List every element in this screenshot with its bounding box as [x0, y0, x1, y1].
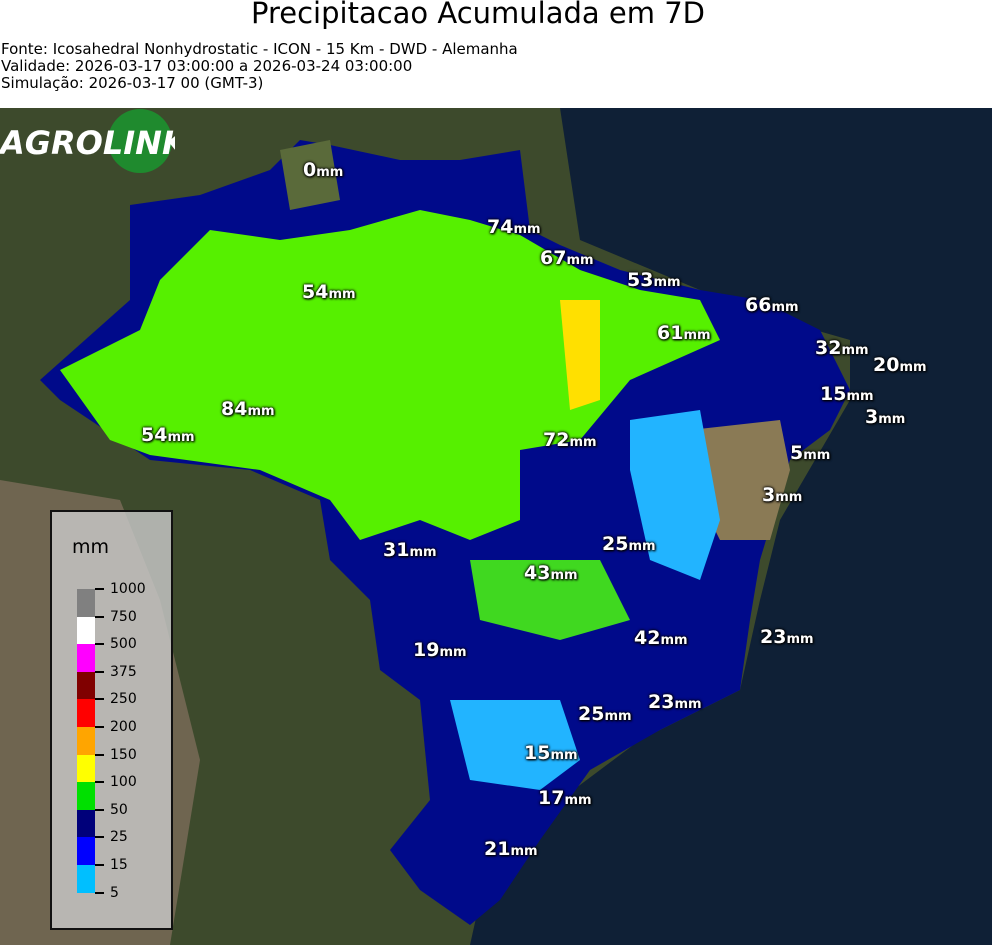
rain-label: 54mm: [141, 424, 195, 446]
colorbar-tick: [95, 726, 104, 728]
rain-label: 42mm: [634, 627, 688, 649]
colorbar-segment: [77, 727, 95, 755]
rain-label: 21mm: [484, 838, 538, 860]
colorbar-tick-label: 750: [110, 608, 137, 625]
validity-line: Validade: 2026-03-17 03:00:00 a 2026-03-…: [1, 57, 413, 75]
colorbar-tick-label: 375: [110, 663, 137, 680]
rain-label: 25mm: [602, 533, 656, 555]
colorbar-segment: [77, 809, 95, 838]
rain-label: 32mm: [815, 337, 869, 359]
colorbar-segment: [77, 865, 95, 893]
colorbar-tick: [95, 864, 104, 866]
colorbar-segment: [77, 644, 95, 672]
colorbar-segment: [77, 782, 95, 810]
rain-label: 17mm: [538, 787, 592, 809]
colorbar-tick-label: 15: [110, 857, 128, 873]
colorbar-tick-label: 50: [110, 801, 128, 818]
colorbar-tick-label: 500: [110, 636, 137, 653]
rain-label: 61mm: [657, 322, 711, 344]
rain-label: 53mm: [627, 269, 681, 291]
rain-label: 15mm: [820, 383, 874, 405]
rain-label: 20mm: [873, 354, 927, 376]
map-title: Precipitacao Acumulada em 7D: [251, 0, 705, 30]
colorbar-tick: [95, 808, 104, 811]
rain-label: 3mm: [762, 484, 803, 506]
colorbar-tick: [95, 891, 104, 894]
colorbar-tick: [95, 615, 104, 618]
colorbar-segment: [77, 699, 95, 727]
rain-label: 23mm: [760, 626, 814, 648]
rain-label: 0mm: [303, 159, 344, 181]
colorbar-legend: mm 1000 750 500 375 250 200 150 100 50 25 15 5: [50, 510, 173, 930]
rain-label: 72mm: [543, 429, 597, 451]
colorbar-tick-label: 100: [110, 774, 137, 791]
simulation-line: Simulação: 2026-03-17 00 (GMT-3): [1, 74, 264, 92]
region-green: [60, 210, 720, 540]
rain-label: 74mm: [487, 216, 541, 238]
colorbar-tick-label: 1000: [110, 581, 146, 597]
colorbar-segment: [77, 671, 95, 700]
rain-label: 19mm: [413, 639, 467, 661]
colorbar-segment: [77, 837, 95, 865]
rain-label: 5mm: [790, 442, 831, 464]
rain-label: 23mm: [648, 691, 702, 713]
agrolink-logo: AGROLINK: [0, 109, 175, 173]
rain-label: 54mm: [302, 281, 356, 303]
source-line: Fonte: Icosahedral Nonhydrostatic - ICON…: [1, 40, 518, 58]
rain-label: 84mm: [221, 398, 275, 420]
colorbar-tick-label: 5: [110, 884, 119, 901]
rain-label: 66mm: [745, 294, 799, 316]
rain-label: 15mm: [524, 742, 578, 764]
rain-label: 43mm: [524, 562, 578, 584]
colorbar-tick-label: 150: [110, 746, 137, 763]
colorbar-segment: [77, 616, 95, 645]
colorbar-tick: [95, 698, 104, 701]
rain-label: 31mm: [383, 539, 437, 561]
colorbar-tick: [95, 753, 104, 756]
legend-unit: mm: [72, 536, 110, 558]
colorbar-tick: [95, 781, 104, 784]
colorbar-tick-label: 200: [110, 719, 137, 735]
colorbar-tick: [95, 588, 104, 590]
colorbar-tick: [95, 670, 104, 673]
colorbar-segment: [77, 589, 95, 617]
colorbar-tick-label: 25: [110, 829, 128, 846]
logo-text: AGROLINK: [0, 124, 175, 162]
rain-label: 67mm: [540, 247, 594, 269]
colorbar-tick: [95, 836, 104, 839]
colorbar-tick: [95, 643, 104, 646]
precipitation-map: 0mm 74mm 67mm 53mm 66mm 54mm 61mm 32mm 2…: [0, 108, 992, 945]
rain-label: 25mm: [578, 703, 632, 725]
rain-label: 3mm: [865, 406, 906, 428]
colorbar-segment: [77, 754, 95, 783]
colorbar-tick-label: 250: [110, 691, 137, 708]
